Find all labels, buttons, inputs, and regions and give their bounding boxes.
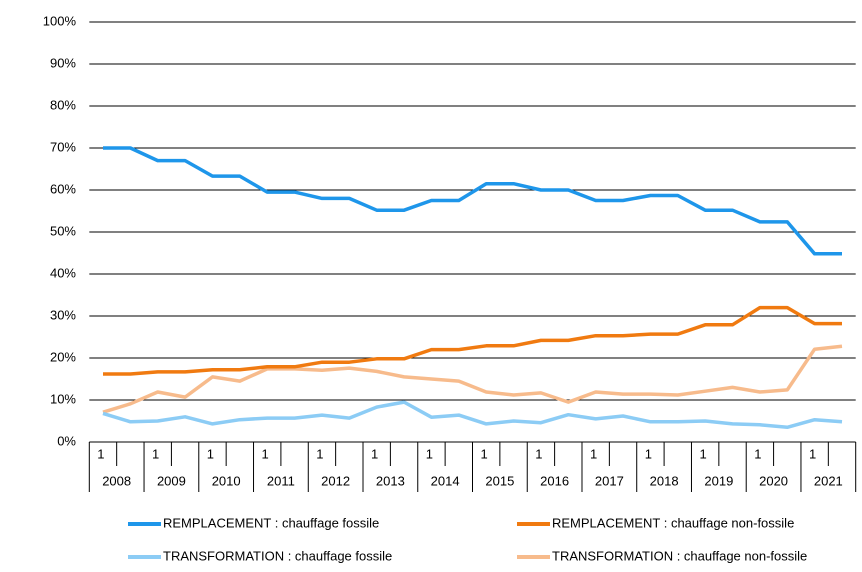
x-group-label: 2008 bbox=[102, 473, 131, 488]
x-group-label: 2012 bbox=[321, 473, 350, 488]
x-tick-label: 1 bbox=[809, 446, 816, 461]
y-tick-label: 70% bbox=[50, 139, 76, 154]
x-tick-label: 1 bbox=[535, 446, 542, 461]
x-group-label: 2009 bbox=[157, 473, 186, 488]
legend-label: REMPLACEMENT : chauffage fossile bbox=[163, 515, 379, 530]
x-group-label: 2021 bbox=[814, 473, 843, 488]
y-tick-label: 100% bbox=[43, 13, 77, 28]
x-tick-label: 1 bbox=[152, 446, 159, 461]
x-group-label: 2015 bbox=[485, 473, 514, 488]
x-tick-label: 1 bbox=[97, 446, 104, 461]
x-tick-label: 1 bbox=[699, 446, 706, 461]
legend-label: REMPLACEMENT : chauffage non-fossile bbox=[552, 515, 794, 530]
y-tick-label: 30% bbox=[50, 307, 76, 322]
series-line bbox=[102, 344, 843, 414]
y-tick-label: 90% bbox=[50, 55, 76, 70]
x-tick-label: 1 bbox=[590, 446, 597, 461]
x-tick-label: 1 bbox=[371, 446, 378, 461]
x-group-label: 2014 bbox=[431, 473, 460, 488]
x-tick-label: 1 bbox=[481, 446, 488, 461]
series-line bbox=[102, 400, 843, 430]
legend-label: TRANSFORMATION : chauffage non-fossile bbox=[552, 548, 807, 563]
y-tick-label: 60% bbox=[50, 181, 76, 196]
x-group-label: 2019 bbox=[704, 473, 733, 488]
x-tick-label: 1 bbox=[426, 446, 433, 461]
x-group-label: 2011 bbox=[267, 473, 295, 488]
series-line bbox=[103, 146, 842, 256]
x-group-label: 2020 bbox=[759, 473, 788, 488]
x-group-label: 2010 bbox=[212, 473, 241, 488]
y-tick-label: 10% bbox=[50, 391, 76, 406]
y-tick-label: 80% bbox=[50, 97, 76, 112]
x-group-label: 2016 bbox=[540, 473, 569, 488]
x-group-label: 2013 bbox=[376, 473, 405, 488]
x-tick-label: 1 bbox=[754, 446, 761, 461]
x-group-label: 2017 bbox=[595, 473, 624, 488]
series-line bbox=[103, 305, 842, 376]
x-group-label: 2018 bbox=[650, 473, 679, 488]
x-tick-label: 1 bbox=[316, 446, 323, 461]
y-tick-label: 50% bbox=[50, 223, 76, 238]
y-tick-label: 40% bbox=[50, 265, 76, 280]
y-tick-label: 20% bbox=[50, 349, 76, 364]
x-tick-label: 1 bbox=[207, 446, 214, 461]
legend-label: TRANSFORMATION : chauffage fossile bbox=[163, 548, 392, 563]
y-tick-label: 0% bbox=[57, 433, 76, 448]
x-tick-label: 1 bbox=[262, 446, 269, 461]
x-tick-label: 1 bbox=[645, 446, 652, 461]
